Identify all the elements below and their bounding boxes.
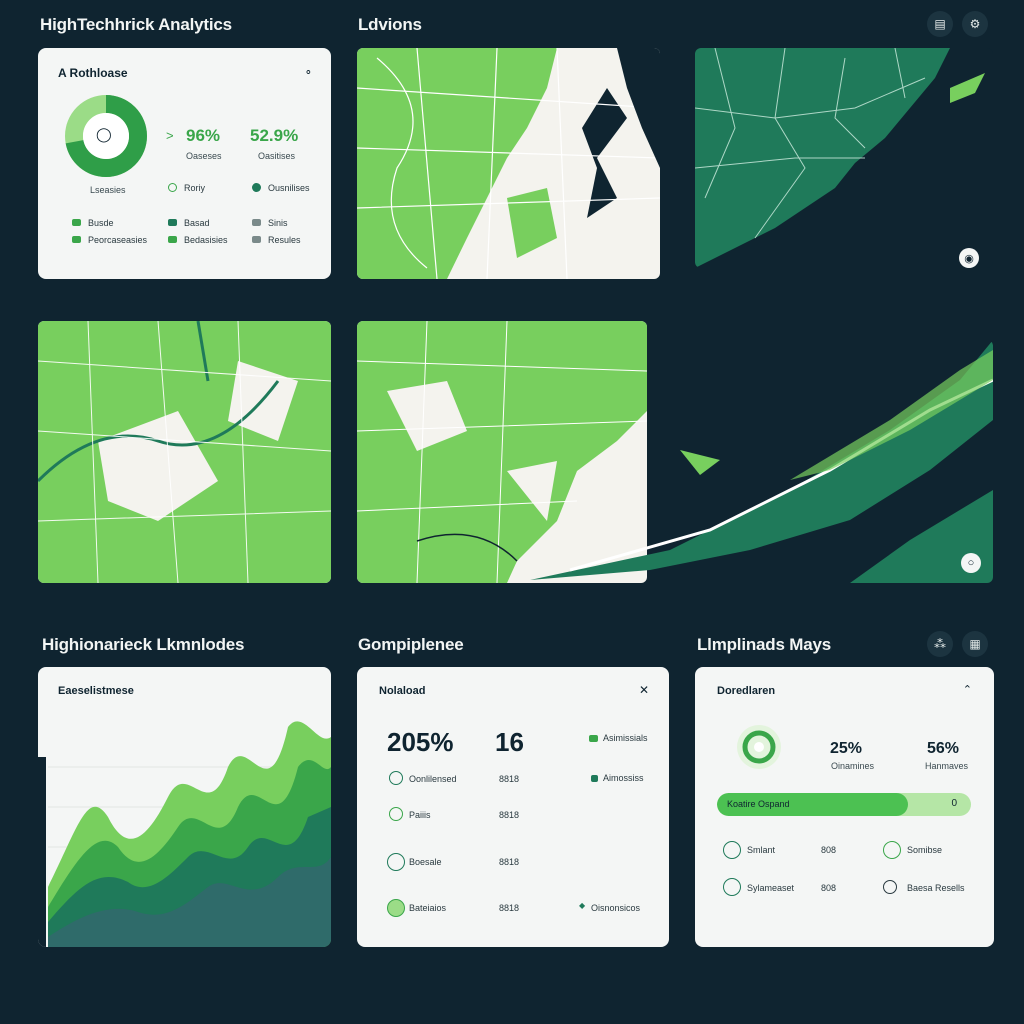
layers-icon[interactable]: ▦ xyxy=(962,631,988,657)
trend-icon: > xyxy=(166,128,174,143)
pin-icon[interactable]: ⁂ xyxy=(927,631,953,657)
maps-pct2-caption: Hanmaves xyxy=(925,761,969,771)
legend-label: Roriy xyxy=(184,183,206,193)
row-icon xyxy=(389,771,403,785)
progress-label: Koatire Ospand xyxy=(727,799,790,809)
chart-icon[interactable]: ▤ xyxy=(927,11,953,37)
progress-fill xyxy=(717,793,908,816)
stat2-value: 52.9% xyxy=(250,126,299,145)
map-tile-forest[interactable] xyxy=(38,321,331,583)
locate-icon[interactable]: ○ xyxy=(961,553,981,573)
map-tile-northeast[interactable] xyxy=(357,48,660,279)
row-label: Bateiaios xyxy=(409,903,447,913)
row-label: Smlant xyxy=(747,845,776,855)
row-value: 808 xyxy=(821,883,837,893)
row-value: 8818 xyxy=(499,774,520,784)
donut-caption: Lseasies xyxy=(90,185,126,195)
donut-chart xyxy=(65,95,147,177)
legend-label: Busde xyxy=(88,218,114,228)
legend-label: Basad xyxy=(184,218,210,228)
row-icon xyxy=(883,880,897,894)
legend-chip xyxy=(589,735,598,742)
row-icon xyxy=(389,807,403,821)
legend-label: Resules xyxy=(268,235,301,245)
legend-label: Ousnilises xyxy=(268,183,310,193)
section-title-compliance: Gompiplenee xyxy=(358,635,464,654)
legend-dot xyxy=(168,183,177,192)
legend-chip xyxy=(72,219,81,226)
row-value: 808 xyxy=(821,845,837,855)
legend-chip xyxy=(168,219,177,226)
legend-mid-label: Aimossiss xyxy=(603,773,644,783)
summary-card: A Rothloase ⚬ ◯ Lseasies > 96% Oaseses 5… xyxy=(38,48,331,279)
map-tile-coast[interactable]: ◉ xyxy=(695,48,993,268)
row-right-label: Baesa Resells xyxy=(907,883,965,893)
area-chart-card: Eaeselistmese xyxy=(38,667,331,947)
progress-bar[interactable]: Koatire Ospand 0 xyxy=(717,793,971,816)
compliance-card: Nolaload ✕ 205% 16 Asimissials Oonlilens… xyxy=(357,667,669,947)
row-label: Boesale xyxy=(409,857,442,867)
row-icon xyxy=(387,853,405,871)
maps-summary-card: Doredlaren ⌃ 25% Oinamines 56% Hanmaves … xyxy=(695,667,994,947)
area-card-title: Eaeselistmese xyxy=(58,685,134,697)
maps-pct1: 25% xyxy=(830,740,863,757)
stacked-area-chart xyxy=(38,721,331,947)
stat2-caption: Oasitises xyxy=(258,151,296,161)
row-label: Oonlilensed xyxy=(409,774,457,784)
row-icon xyxy=(883,841,901,859)
app-title: HighTechhrick Analytics xyxy=(40,15,232,34)
legend-label: Peorcaseasies xyxy=(88,235,148,245)
droplet-icon: ◯ xyxy=(96,126,112,142)
legend-chip xyxy=(591,775,598,782)
row-icon xyxy=(723,841,741,859)
card-menu-icon[interactable]: ⚬ xyxy=(303,67,313,79)
diamond-icon: ◆ xyxy=(579,901,586,910)
stat1-caption: Oaseses xyxy=(186,151,222,161)
compliance-big-num: 16 xyxy=(495,727,524,757)
row-value: 8818 xyxy=(499,857,520,867)
stat1-value: 96% xyxy=(186,126,221,145)
row-label: Sylameaset xyxy=(747,883,795,893)
legend-top-label: Asimissials xyxy=(603,733,648,743)
legend-chip xyxy=(252,219,261,226)
legend-chip xyxy=(252,236,261,243)
row-right-label: Somibse xyxy=(907,845,943,855)
row-label: Paiiis xyxy=(409,810,431,820)
map-tile-island[interactable]: ○ xyxy=(530,340,993,583)
legend-chip xyxy=(168,236,177,243)
row-value: 8818 xyxy=(499,903,520,913)
location-icon[interactable]: ◉ xyxy=(959,248,979,268)
maps-card-title: Doredlaren xyxy=(717,685,776,697)
legend-bottom-label: Oisnonsicos xyxy=(591,903,641,913)
map-tile-peninsula[interactable] xyxy=(357,321,647,583)
section-title-maps2: Llmplinads Mays xyxy=(697,635,831,654)
close-icon[interactable]: ✕ xyxy=(638,683,649,697)
ring-indicator xyxy=(737,725,781,769)
legend-dot xyxy=(252,183,261,192)
progress-value: 0 xyxy=(951,798,957,809)
legend-label: Bedasisies xyxy=(184,235,228,245)
maps-pct1-caption: Oinamines xyxy=(831,761,875,771)
maps-pct2: 56% xyxy=(927,740,960,757)
compliance-card-title: Nolaload xyxy=(379,685,426,697)
row-value: 8818 xyxy=(499,810,520,820)
compliance-big-pct: 205% xyxy=(387,727,454,757)
section-title-area: Highionarieck Lkmnlodes xyxy=(42,635,245,654)
row-icon xyxy=(723,878,741,896)
row-icon xyxy=(387,899,405,917)
settings-icon[interactable]: ⚙ xyxy=(962,11,988,37)
section-title-maps: Ldvions xyxy=(358,15,422,34)
legend-label: Sinis xyxy=(268,218,288,228)
summary-card-title: A Rothloase xyxy=(58,66,128,80)
legend-chip xyxy=(72,236,81,243)
collapse-icon[interactable]: ⌃ xyxy=(962,684,972,696)
